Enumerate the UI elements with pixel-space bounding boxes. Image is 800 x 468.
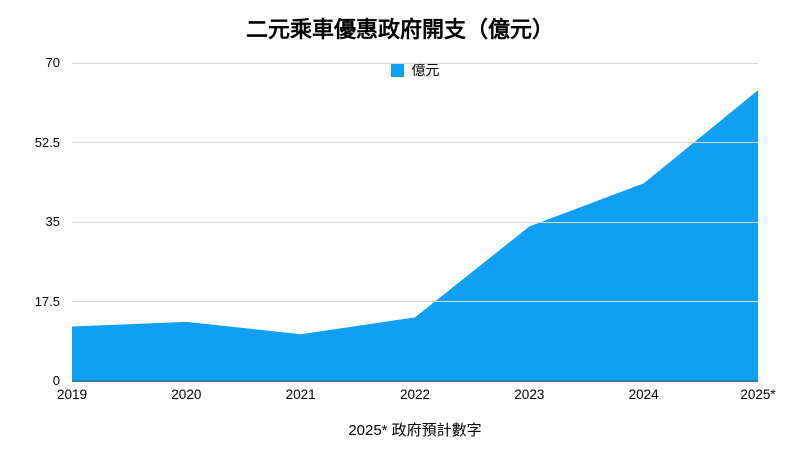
area-series-polygon: [72, 90, 758, 382]
x-axis-tick-label: 2023: [514, 387, 545, 402]
x-axis-tick-label: 2025*: [740, 387, 776, 402]
y-axis-tick-label: 70: [45, 55, 60, 70]
x-axis-tick-label: 2020: [171, 387, 202, 402]
x-axis-tick-label: 2019: [56, 387, 88, 402]
y-axis-tick-label: 17.5: [34, 293, 60, 309]
legend-label: 億元: [411, 62, 440, 78]
gridline: [72, 301, 758, 302]
legend-swatch-icon: [390, 63, 404, 77]
y-axis-tick-label: 52.5: [34, 134, 60, 150]
chart-title: 二元乘車優惠政府開支（億元）: [245, 17, 554, 42]
x-axis-tick-label: 2021: [285, 387, 316, 402]
gridline: [72, 62, 758, 64]
gridline: [72, 142, 758, 143]
x-axis-tick-label: 2022: [399, 387, 431, 402]
y-axis-tick-label: 0: [52, 373, 60, 388]
y-axis-tick-label: 35: [45, 214, 60, 229]
legend: 億元: [72, 60, 758, 80]
x-axis-tick-label: 2024: [628, 387, 659, 402]
x-axis-line: [72, 380, 758, 382]
gridline: [72, 221, 758, 223]
footnote: 2025* 政府預計數字: [348, 422, 482, 439]
